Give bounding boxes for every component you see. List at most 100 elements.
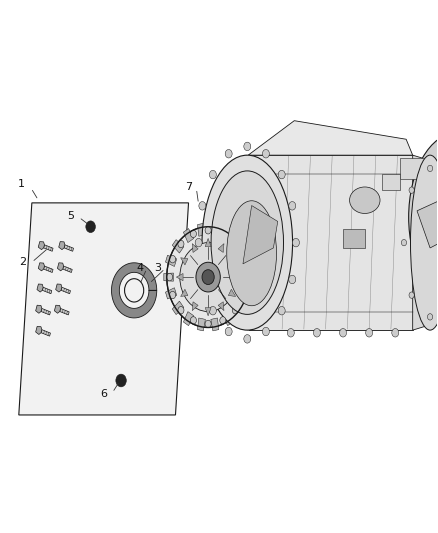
Polygon shape bbox=[56, 284, 62, 292]
Polygon shape bbox=[57, 263, 64, 271]
Polygon shape bbox=[213, 274, 219, 287]
Polygon shape bbox=[198, 318, 205, 331]
Polygon shape bbox=[280, 244, 285, 255]
Polygon shape bbox=[240, 255, 251, 266]
Circle shape bbox=[401, 239, 406, 246]
Circle shape bbox=[225, 149, 232, 158]
Circle shape bbox=[278, 306, 285, 315]
Text: 7: 7 bbox=[185, 182, 192, 192]
Circle shape bbox=[116, 374, 126, 387]
Polygon shape bbox=[59, 241, 65, 249]
Polygon shape bbox=[233, 159, 238, 171]
Circle shape bbox=[191, 317, 197, 324]
Polygon shape bbox=[164, 273, 173, 281]
Polygon shape bbox=[172, 301, 184, 314]
Bar bbox=[343, 229, 365, 248]
Circle shape bbox=[167, 227, 250, 327]
Polygon shape bbox=[218, 244, 224, 253]
Polygon shape bbox=[166, 288, 177, 299]
Circle shape bbox=[196, 262, 220, 292]
Circle shape bbox=[339, 328, 346, 337]
Circle shape bbox=[232, 306, 238, 314]
Polygon shape bbox=[41, 330, 50, 336]
Bar bbox=[382, 174, 399, 190]
Circle shape bbox=[427, 314, 433, 320]
Polygon shape bbox=[210, 230, 214, 241]
Circle shape bbox=[244, 142, 251, 151]
Polygon shape bbox=[112, 263, 157, 318]
Circle shape bbox=[232, 240, 238, 248]
Circle shape bbox=[191, 230, 197, 238]
Polygon shape bbox=[205, 308, 211, 316]
Polygon shape bbox=[38, 263, 44, 271]
Circle shape bbox=[240, 292, 247, 298]
Polygon shape bbox=[210, 253, 215, 263]
Circle shape bbox=[244, 273, 250, 281]
Polygon shape bbox=[211, 318, 219, 331]
Polygon shape bbox=[233, 240, 244, 253]
Polygon shape bbox=[64, 245, 74, 251]
Circle shape bbox=[170, 292, 176, 298]
Polygon shape bbox=[42, 287, 52, 294]
Polygon shape bbox=[60, 309, 69, 315]
Polygon shape bbox=[35, 326, 42, 335]
Polygon shape bbox=[205, 238, 211, 247]
Polygon shape bbox=[63, 266, 72, 272]
Polygon shape bbox=[38, 241, 44, 249]
Bar bbox=[399, 158, 426, 179]
Text: 3: 3 bbox=[155, 263, 162, 272]
Ellipse shape bbox=[350, 187, 380, 214]
Polygon shape bbox=[184, 312, 194, 326]
Circle shape bbox=[209, 171, 216, 179]
Polygon shape bbox=[223, 312, 233, 326]
Polygon shape bbox=[192, 244, 198, 253]
Ellipse shape bbox=[211, 171, 283, 314]
Circle shape bbox=[278, 171, 285, 179]
Circle shape bbox=[314, 328, 321, 337]
Circle shape bbox=[244, 335, 251, 343]
Polygon shape bbox=[44, 245, 53, 251]
Text: 5: 5 bbox=[67, 211, 74, 221]
Circle shape bbox=[409, 187, 414, 193]
Circle shape bbox=[199, 275, 206, 284]
Polygon shape bbox=[261, 165, 267, 177]
Polygon shape bbox=[250, 296, 413, 330]
Polygon shape bbox=[272, 286, 278, 299]
Polygon shape bbox=[233, 273, 240, 281]
Circle shape bbox=[220, 317, 226, 324]
Polygon shape bbox=[192, 302, 198, 311]
Polygon shape bbox=[233, 301, 244, 314]
Text: 6: 6 bbox=[100, 389, 107, 399]
Ellipse shape bbox=[409, 133, 438, 301]
Circle shape bbox=[287, 328, 294, 337]
Polygon shape bbox=[276, 199, 281, 211]
Polygon shape bbox=[198, 223, 205, 236]
Polygon shape bbox=[37, 284, 43, 292]
Ellipse shape bbox=[227, 201, 276, 306]
Circle shape bbox=[178, 306, 184, 314]
Polygon shape bbox=[270, 179, 275, 192]
Polygon shape bbox=[256, 314, 261, 326]
Circle shape bbox=[262, 149, 269, 158]
Polygon shape bbox=[243, 206, 278, 264]
Polygon shape bbox=[253, 157, 258, 168]
Polygon shape bbox=[211, 223, 219, 236]
Circle shape bbox=[220, 230, 226, 238]
Polygon shape bbox=[19, 203, 188, 415]
Polygon shape bbox=[54, 305, 60, 313]
Polygon shape bbox=[243, 273, 252, 281]
Circle shape bbox=[366, 328, 373, 337]
Circle shape bbox=[392, 328, 399, 337]
Polygon shape bbox=[172, 240, 184, 253]
Circle shape bbox=[202, 270, 214, 285]
Circle shape bbox=[195, 238, 202, 247]
Circle shape bbox=[240, 255, 247, 263]
Circle shape bbox=[205, 227, 211, 234]
Polygon shape bbox=[228, 289, 236, 296]
Polygon shape bbox=[219, 293, 225, 306]
Polygon shape bbox=[217, 186, 223, 199]
Polygon shape bbox=[218, 302, 224, 311]
Polygon shape bbox=[61, 287, 71, 294]
Circle shape bbox=[170, 255, 176, 263]
Polygon shape bbox=[223, 229, 233, 243]
